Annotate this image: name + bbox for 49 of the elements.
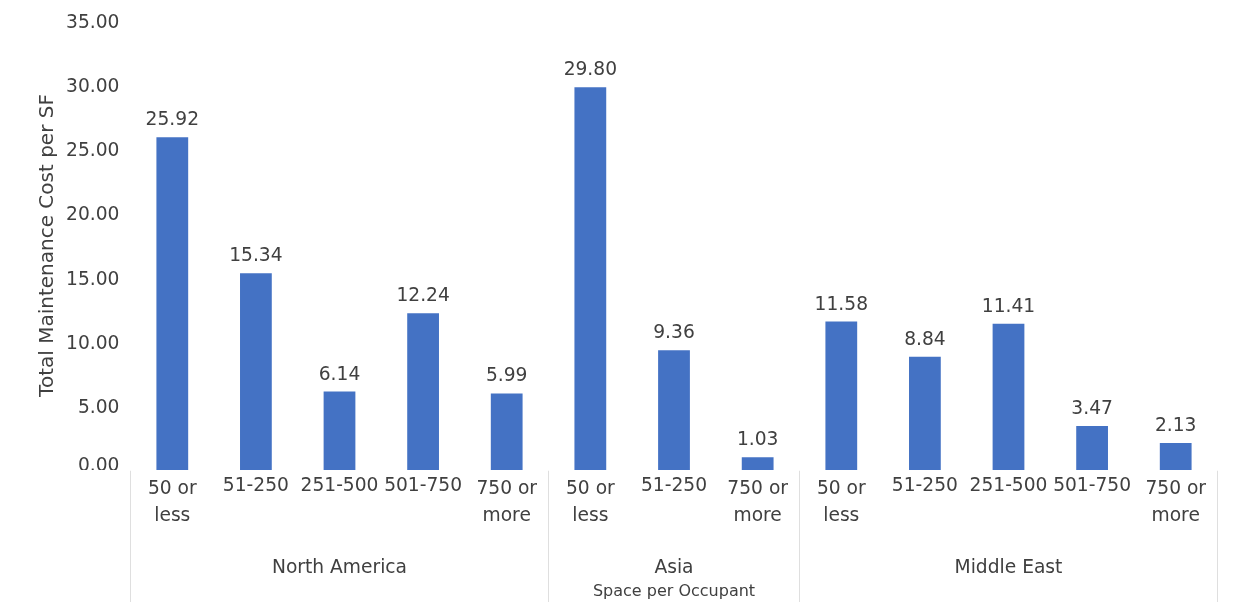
data-label: 6.14 — [318, 362, 361, 384]
x-tick-label: 51-250 — [891, 474, 958, 496]
x-tick-label: 251-500 — [969, 474, 1048, 496]
bar — [992, 323, 1025, 470]
bar — [407, 313, 439, 470]
x-tick-label: 51-250 — [222, 474, 289, 496]
y-tick-label: 15.00 — [66, 267, 120, 289]
bar — [1076, 425, 1108, 470]
x-tick-label: 750 or more — [727, 477, 789, 526]
y-tick-label: 20.00 — [66, 203, 120, 225]
y-tick-label: 25.00 — [66, 139, 120, 161]
data-label: 8.84 — [904, 327, 946, 349]
bar — [323, 391, 356, 470]
y-tick-label: 30.00 — [66, 74, 120, 96]
x-tick-label: 750 or more — [476, 477, 538, 526]
data-label: 5.99 — [485, 364, 528, 386]
bar — [156, 137, 189, 470]
bar — [909, 356, 941, 470]
x-axis-title: North America — [271, 556, 408, 578]
y-tick-label: 5.00 — [77, 396, 120, 418]
text: Space per Occupant — [592, 580, 756, 600]
x-tick-label: 50 or less — [565, 477, 616, 526]
x-axis-title: Middle East — [954, 556, 1063, 578]
data-label: 9.36 — [653, 321, 695, 343]
data-label: 25.92 — [145, 108, 200, 130]
y-tick-label: 10.00 — [66, 331, 120, 353]
data-label: 29.80 — [563, 58, 618, 80]
x-axis-title: Asia — [654, 556, 694, 578]
data-label: 11.41 — [981, 294, 1036, 316]
x-tick-label: 251-500 — [300, 474, 379, 496]
x-tick-label: 501-750 — [384, 474, 463, 496]
bar — [490, 393, 523, 470]
y-tick-label: 35.00 — [66, 10, 120, 32]
bar — [1159, 443, 1192, 470]
data-label: 11.58 — [814, 292, 869, 314]
bar — [240, 273, 272, 470]
data-label: 12.24 — [396, 284, 450, 306]
data-label: 3.47 — [1071, 396, 1113, 418]
data-label: 2.13 — [1154, 414, 1197, 436]
data-label: 1.03 — [736, 428, 779, 450]
x-tick-label: 50 or less — [147, 477, 198, 526]
x-tick-label: 750 or more — [1145, 477, 1207, 526]
data-label: 15.34 — [229, 244, 283, 266]
y-tick-label: 0.00 — [77, 453, 120, 475]
x-tick-label: 501-750 — [1053, 474, 1132, 496]
y-axis-title: Total Maintenance Cost per SF — [34, 94, 59, 398]
bar — [825, 321, 858, 470]
x-tick-label: 50 or less — [816, 477, 867, 526]
x-tick-label: 51-250 — [640, 474, 708, 496]
